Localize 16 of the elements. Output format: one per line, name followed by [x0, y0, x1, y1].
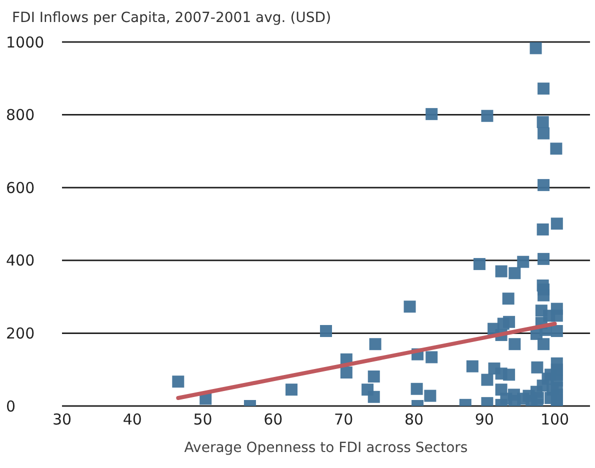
x-tick-label: 100 [540, 410, 570, 429]
x-tick-label: 50 [193, 410, 212, 429]
x-axis-title: Average Openness to FDI across Sectors [184, 440, 468, 456]
x-tick-label: 70 [334, 410, 354, 429]
y-tick-label: 200 [6, 324, 35, 343]
y-tick-label: 800 [6, 106, 35, 124]
y-tick-label: 1000 [6, 33, 44, 52]
x-tick-label: 60 [264, 410, 283, 429]
x-tick-label: 80 [404, 410, 424, 429]
y-tick-label: 400 [6, 252, 35, 270]
y-tick-label: 0 [6, 397, 16, 416]
y-tick-label: 600 [6, 178, 35, 197]
x-tick-label: 90 [474, 410, 494, 429]
x-tick-label: 30 [52, 410, 72, 429]
chart-title: FDI Inflows per Capita, 2007-2001 avg. (USD) [12, 10, 332, 26]
x-tick-label: 40 [122, 410, 142, 429]
